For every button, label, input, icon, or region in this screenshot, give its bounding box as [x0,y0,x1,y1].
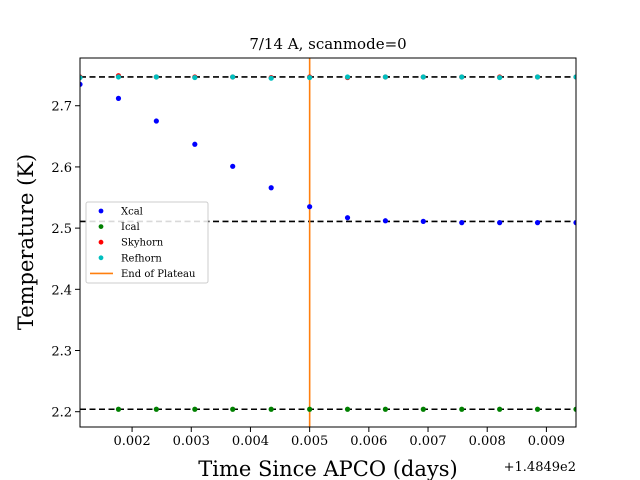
point-ical-5 [268,406,274,412]
x-axis-label: Time Since APCO (days) [198,457,457,480]
point-refhorn-1 [80,74,83,81]
point-xcal-5 [230,163,236,169]
point-refhorn-4 [192,74,198,81]
legend-marker-xcal [98,208,104,214]
legend-marker-ical [98,224,104,230]
point-xcal-7 [307,204,313,210]
point-xcal-11 [459,220,465,226]
legend-label-xcal: Xcal [121,207,143,218]
y-tick-label-3: 2.4 [51,283,72,298]
point-refhorn-3 [153,74,159,80]
chart-title: 7/14 A, scanmode=0 [249,35,406,53]
point-ical-12 [534,406,541,412]
point-xcal-10 [420,218,426,224]
y-tick-label-6: 2.7 [51,100,72,115]
point-xcal-3 [153,118,159,124]
y-tick-label-2: 2.3 [51,345,72,360]
legend-label-skyhorn: Skyhorn [121,238,164,249]
x-tick-label-3: 0.004 [232,434,269,449]
x-tick-label-5: 0.006 [350,434,387,449]
point-xcal-2 [115,95,122,101]
point-xcal-12 [497,220,503,226]
point-xcal-4 [192,141,198,147]
point-refhorn-7 [307,74,313,81]
plot-area [80,58,576,427]
point-refhorn-12 [497,74,503,81]
plot-content [80,58,576,427]
point-refhorn-14 [573,74,576,80]
point-refhorn-13 [534,74,541,80]
point-ical-1 [115,406,122,412]
point-xcal-9 [382,218,389,224]
legend-marker-skyhorn [98,239,104,245]
point-refhorn-8 [344,74,351,80]
point-refhorn-10 [420,74,426,80]
point-refhorn-6 [268,75,274,81]
legend-label-end-of-plateau: End of Plateau [121,269,196,280]
point-xcal-14 [573,220,576,226]
point-refhorn-11 [459,74,465,80]
point-refhorn-9 [382,74,389,80]
y-tick-label-5: 2.6 [51,161,72,176]
legend-label-ical: Ical [121,222,140,233]
point-ical-9 [420,406,426,412]
legend-label-refhorn: Refhorn [121,253,162,264]
y-tick-label-4: 2.5 [51,222,72,237]
x-tick-label-1: 0.002 [113,434,150,449]
y-tick-label-1: 2.2 [51,406,72,421]
x-tick-label-6: 0.007 [409,434,446,449]
point-ical-13 [573,406,576,412]
x-tick-label-2: 0.003 [173,434,210,449]
point-xcal-1 [80,81,83,87]
point-ical-6 [307,406,313,412]
point-ical-8 [382,406,389,412]
legend-marker-refhorn [98,255,104,261]
point-refhorn-2 [115,74,122,80]
point-xcal-8 [344,215,351,221]
point-refhorn-5 [230,74,236,80]
point-ical-2 [153,406,159,412]
point-xcal-6 [268,185,274,191]
x-tick-label-4: 0.005 [291,434,328,449]
axes-frame [79,57,577,428]
x-axis-offset-label: +1.4849e2 [504,460,576,475]
point-ical-7 [344,406,351,412]
x-tick-label-8: 0.009 [528,434,565,449]
point-ical-4 [230,406,236,412]
legend: Xcal Ical Skyhorn Refhorn End of Plateau [85,201,209,284]
y-axis-label: Temperature (K) [14,154,38,330]
point-ical-3 [192,406,198,412]
x-tick-label-7: 0.008 [469,434,506,449]
axes: 0.002 0.003 0.004 0.005 0.006 0.007 0.008 0.009… [51,57,577,449]
point-xcal-13 [534,220,541,226]
point-ical-10 [459,406,465,412]
point-ical-11 [497,406,503,412]
legend-box [85,201,209,284]
